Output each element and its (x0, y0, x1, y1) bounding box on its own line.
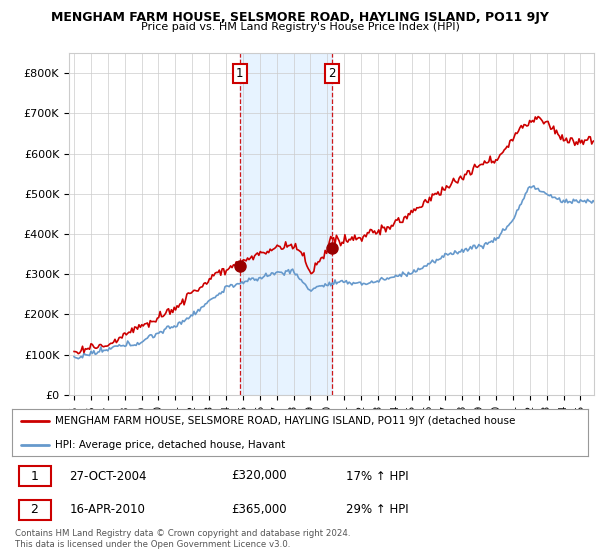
Text: 2: 2 (328, 67, 336, 80)
Bar (19, 500, 50, 520)
Text: Contains HM Land Registry data © Crown copyright and database right 2024.
This d: Contains HM Land Registry data © Crown c… (15, 529, 350, 549)
Text: £320,000: £320,000 (231, 469, 287, 483)
Text: 27-OCT-2004: 27-OCT-2004 (70, 469, 147, 483)
Text: HPI: Average price, detached house, Havant: HPI: Average price, detached house, Hava… (55, 440, 286, 450)
Bar (19, 466, 50, 486)
Text: 2: 2 (31, 503, 38, 516)
Text: 29% ↑ HPI: 29% ↑ HPI (346, 503, 409, 516)
Text: 1: 1 (236, 67, 244, 80)
Text: 17% ↑ HPI: 17% ↑ HPI (346, 469, 409, 483)
Text: 1: 1 (31, 469, 38, 483)
Text: £365,000: £365,000 (231, 503, 287, 516)
Text: Price paid vs. HM Land Registry's House Price Index (HPI): Price paid vs. HM Land Registry's House … (140, 22, 460, 32)
Text: 16-APR-2010: 16-APR-2010 (70, 503, 145, 516)
Text: MENGHAM FARM HOUSE, SELSMORE ROAD, HAYLING ISLAND, PO11 9JY (detached house: MENGHAM FARM HOUSE, SELSMORE ROAD, HAYLI… (55, 416, 515, 426)
Text: MENGHAM FARM HOUSE, SELSMORE ROAD, HAYLING ISLAND, PO11 9JY: MENGHAM FARM HOUSE, SELSMORE ROAD, HAYLI… (51, 11, 549, 24)
Bar (240, 53, 332, 395)
